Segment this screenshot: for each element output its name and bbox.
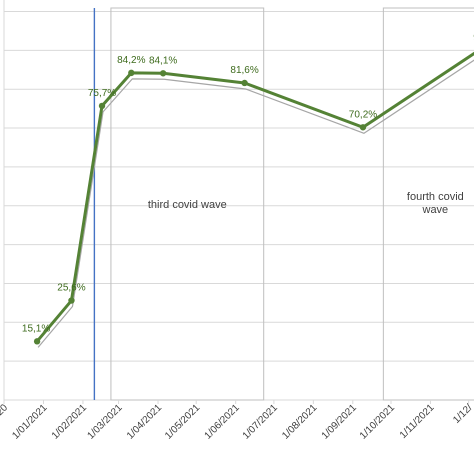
grid-lines [3, 0, 474, 401]
x-tick-label: 1/09/2021 [320, 402, 360, 442]
x-tick-label: 1/07/2021 [241, 402, 281, 442]
x-tick-label: 1/06/2021 [203, 402, 243, 442]
x-tick-label: 1/12/ [451, 402, 474, 426]
x-tick-label: 2/2020 [0, 402, 10, 432]
data-label: 75,7% [88, 88, 116, 99]
x-tick-label: 1/04/2021 [125, 402, 165, 442]
wave-box-2 [382, 7, 474, 401]
data-label: 84,1% [149, 55, 177, 66]
x-tick-label: 1/05/2021 [163, 402, 203, 442]
data-label: 70,2% [349, 109, 377, 120]
data-point [98, 102, 106, 110]
data-point [359, 124, 367, 131]
data-label: 15,1% [22, 323, 50, 334]
annotation-text: wave [422, 204, 449, 216]
data-label: 25,6% [57, 283, 85, 294]
wave-box-1 [110, 7, 265, 401]
series-shadow-line [37, 59, 474, 348]
data-label: 81,6% [230, 65, 258, 76]
x-tick-label: 1/10/2021 [358, 402, 398, 442]
series-group [33, 51, 474, 348]
data-label: 84,2% [117, 55, 145, 66]
data-point [241, 79, 248, 87]
annotation-text: third covid wave [148, 199, 227, 211]
x-tick-label: 1/11/2021 [398, 402, 437, 441]
x-tick-label: 1/02/2021 [50, 402, 90, 442]
data-point [128, 69, 135, 77]
x-tick-label: 1/03/2021 [85, 402, 125, 442]
x-tick-label: 1/08/2021 [280, 402, 320, 442]
x-tick-label: 1/01/2021 [10, 402, 50, 442]
annotation-text: fourth covid [407, 191, 464, 203]
series-line [35, 51, 474, 343]
data-point [68, 297, 75, 304]
data-point [33, 338, 41, 345]
data-point [159, 70, 167, 77]
wave-boxes [110, 7, 474, 401]
vertical-markers [93, 8, 96, 400]
